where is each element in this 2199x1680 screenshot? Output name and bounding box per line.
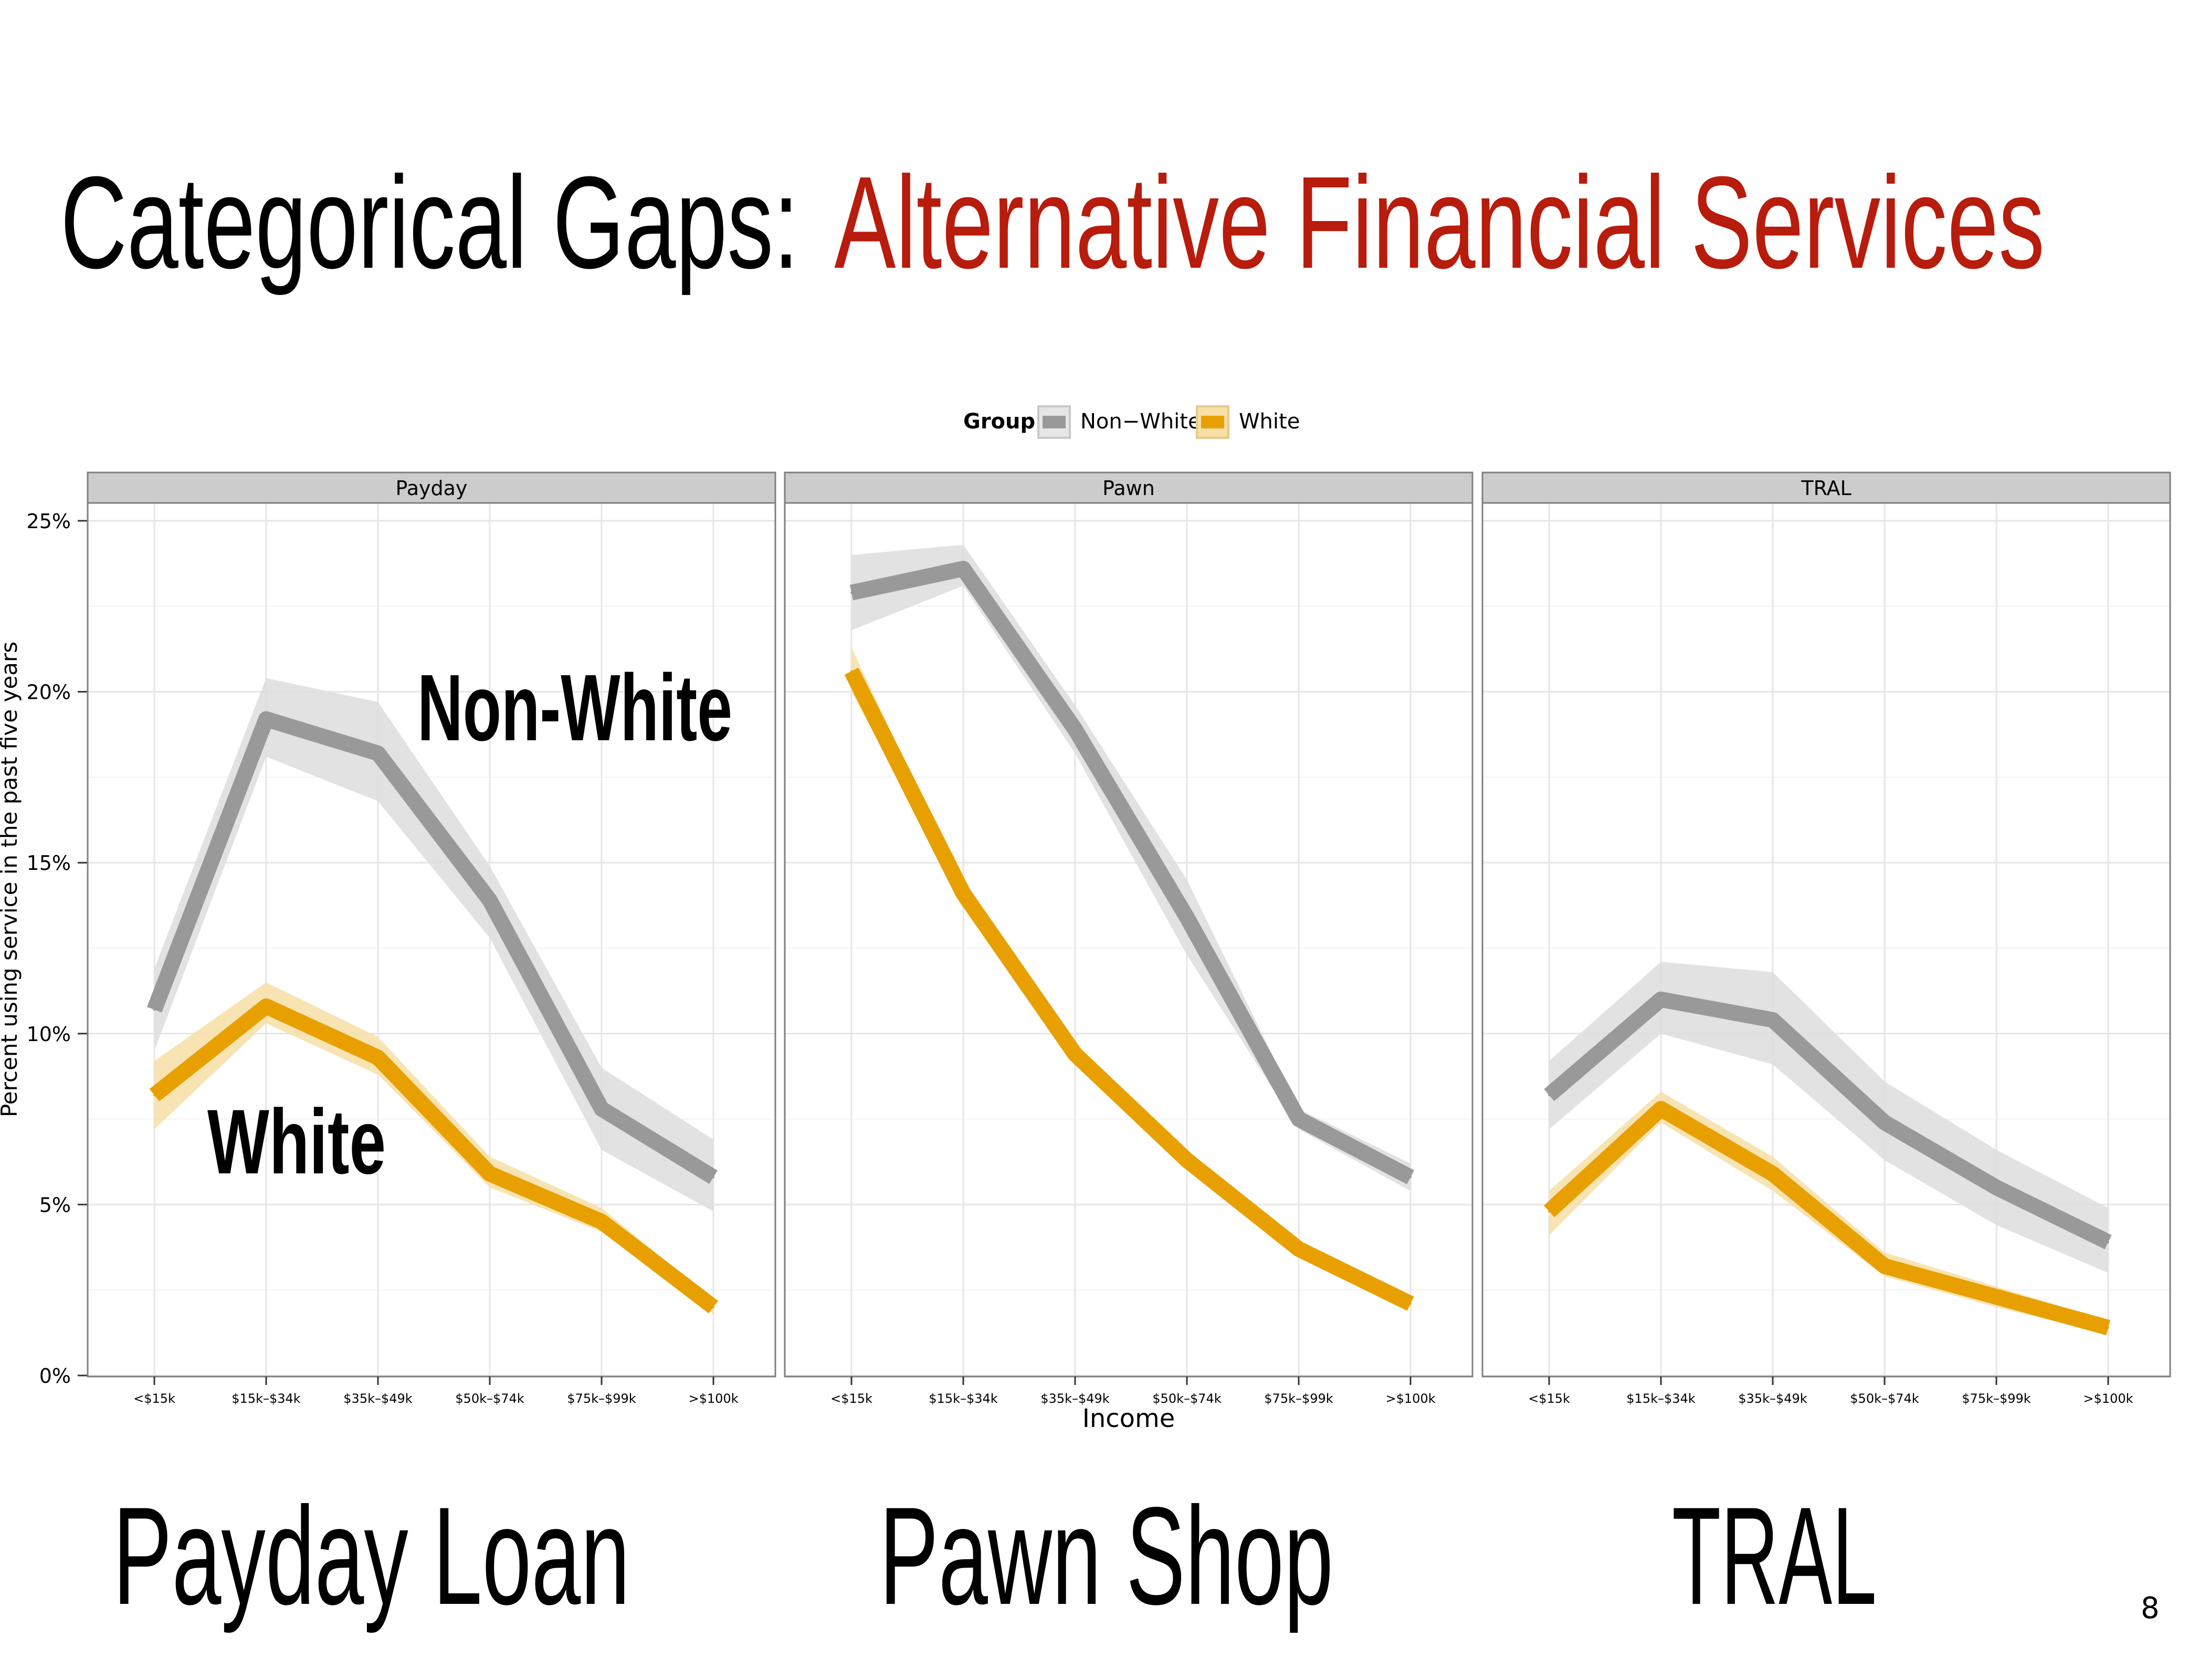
y-tick-label: 15% (27, 852, 71, 875)
x-tick-label: <$15k (133, 1391, 175, 1406)
x-tick-label: >$100k (688, 1391, 738, 1406)
data-point-white (1074, 1053, 1076, 1055)
y-tick-label: 20% (27, 681, 71, 704)
data-point-non-white (601, 1108, 603, 1110)
x-tick-label: $15k–$34k (1626, 1391, 1696, 1406)
legend-swatch-white (1201, 416, 1224, 428)
x-tick-label: >$100k (2083, 1391, 2133, 1406)
data-point-non-white (2107, 1241, 2109, 1244)
legend: Group Non−White White (963, 405, 1300, 439)
data-point-non-white (1995, 1186, 1997, 1189)
bottom-label-tral: TRAL (1672, 1478, 1877, 1634)
data-point-non-white (1186, 916, 1188, 919)
data-point-non-white (265, 718, 267, 720)
x-tick-label: $35k–$49k (1738, 1391, 1807, 1406)
data-point-non-white (1772, 1018, 1774, 1021)
facet-strip-label: Pawn (1102, 477, 1155, 500)
data-point-white (1995, 1296, 1997, 1298)
series-line-non-white (1544, 991, 2112, 1250)
data-point-white (153, 1094, 155, 1097)
data-point-white (712, 1306, 714, 1308)
data-point-white (601, 1220, 603, 1223)
legend-label-non-white: Non−White (1080, 410, 1201, 434)
title-part-2: Alternative Financial Services (834, 149, 2045, 296)
y-tick-label: 10% (27, 1023, 71, 1046)
data-point-white (850, 670, 853, 673)
x-tick-label: $15k–$34k (929, 1391, 998, 1406)
slide-title: Categorical Gaps: Alternative Financial … (60, 149, 2045, 296)
data-point-white (265, 1005, 267, 1007)
series-line-non-white (849, 561, 1414, 1184)
facet-strip (1481, 471, 2171, 504)
series-line-white (149, 998, 719, 1314)
title-part-1: Categorical Gaps: (60, 149, 799, 296)
data-point-non-white (153, 1009, 155, 1011)
bottom-label-pawn-shop: Pawn Shop (879, 1478, 1333, 1634)
x-tick-label: $75k–$99k (1962, 1391, 2031, 1406)
legend-swatch-non-white (1043, 416, 1066, 428)
legend-label-white: White (1239, 410, 1300, 434)
x-tick-label: $75k–$99k (1264, 1391, 1333, 1406)
facet-panels: Payday <$15k $15k–$34k $35k–$49k $50k–$74k $7… (87, 471, 2171, 1406)
facet-panel-tral: TRAL <$15k $15k–$34k $35k–$49k $50k–$74k $75k… (1481, 471, 2171, 1406)
data-point-white (2107, 1326, 2109, 1329)
panel-background (785, 503, 1472, 1377)
annotation-non-white: Non-White (417, 655, 732, 761)
y-tick-label: 0% (39, 1364, 71, 1388)
x-tick-label: $15k–$34k (232, 1391, 301, 1406)
data-point-white (1409, 1303, 1412, 1305)
y-tick-label: 5% (39, 1193, 71, 1216)
data-point-white (1548, 1210, 1550, 1213)
data-point-non-white (712, 1176, 714, 1179)
data-point-white (1186, 1159, 1188, 1161)
x-axis-title: Income (1082, 1404, 1175, 1433)
page-number: 8 (2141, 1591, 2160, 1625)
x-tick-label: $50k–$74k (1850, 1391, 1919, 1406)
x-tick-label: >$100k (1385, 1391, 1435, 1406)
series-line-non-white (147, 711, 718, 1184)
data-point-non-white (962, 568, 964, 570)
data-point-non-white (1660, 998, 1662, 1001)
data-point-non-white (1409, 1176, 1412, 1179)
data-point-non-white (850, 591, 853, 594)
x-tick-label: <$15k (1528, 1391, 1570, 1406)
y-tick-label: 25% (27, 510, 71, 533)
y-axis: 0% 5% 10% 15% 20% 25% (27, 510, 88, 1388)
series-line-white (1543, 1101, 2110, 1336)
confidence-band-non-white (154, 678, 713, 1212)
bottom-label-payday-loan: Payday Loan (113, 1478, 630, 1634)
y-axis-title: Percent using service in the past five y… (0, 642, 22, 1117)
facet-panel-payday: Payday <$15k $15k–$34k $35k–$49k $50k–$74k $7… (87, 471, 776, 1406)
facet-strip-label: TRAL (1801, 477, 1851, 500)
x-tick-label: $35k–$49k (343, 1391, 413, 1406)
legend-title: Group (963, 410, 1035, 434)
x-tick-label: $50k–$74k (455, 1391, 524, 1406)
data-point-white (962, 892, 964, 895)
x-tick-label: <$15k (830, 1391, 872, 1406)
x-tick-label: $35k–$49k (1040, 1391, 1110, 1406)
x-tick-label: $75k–$99k (567, 1391, 636, 1406)
data-point-non-white (377, 752, 379, 754)
data-point-non-white (489, 899, 491, 901)
x-tick-label: $50k–$74k (1152, 1391, 1222, 1406)
data-point-white (1884, 1265, 1886, 1267)
data-point-white (1298, 1248, 1300, 1251)
data-point-non-white (1298, 1118, 1300, 1120)
data-point-white (1660, 1108, 1662, 1110)
facet-strip (87, 471, 776, 504)
data-point-white (377, 1056, 379, 1059)
annotation-white: White (207, 1091, 386, 1193)
data-point-white (1772, 1172, 1774, 1175)
data-point-non-white (1074, 728, 1076, 731)
facet-strip (784, 471, 1474, 504)
data-point-white (489, 1172, 491, 1175)
series-line-white (844, 667, 1414, 1311)
data-point-non-white (1884, 1121, 1886, 1124)
confidence-band-non-white (1549, 962, 2108, 1273)
panel-background (88, 503, 775, 1377)
data-point-non-white (1548, 1094, 1550, 1097)
facet-panel-pawn: Pawn <$15k $15k–$34k $35k–$49k $50k–$74k $75k… (784, 471, 1474, 1406)
facet-strip-label: Payday (396, 477, 468, 500)
